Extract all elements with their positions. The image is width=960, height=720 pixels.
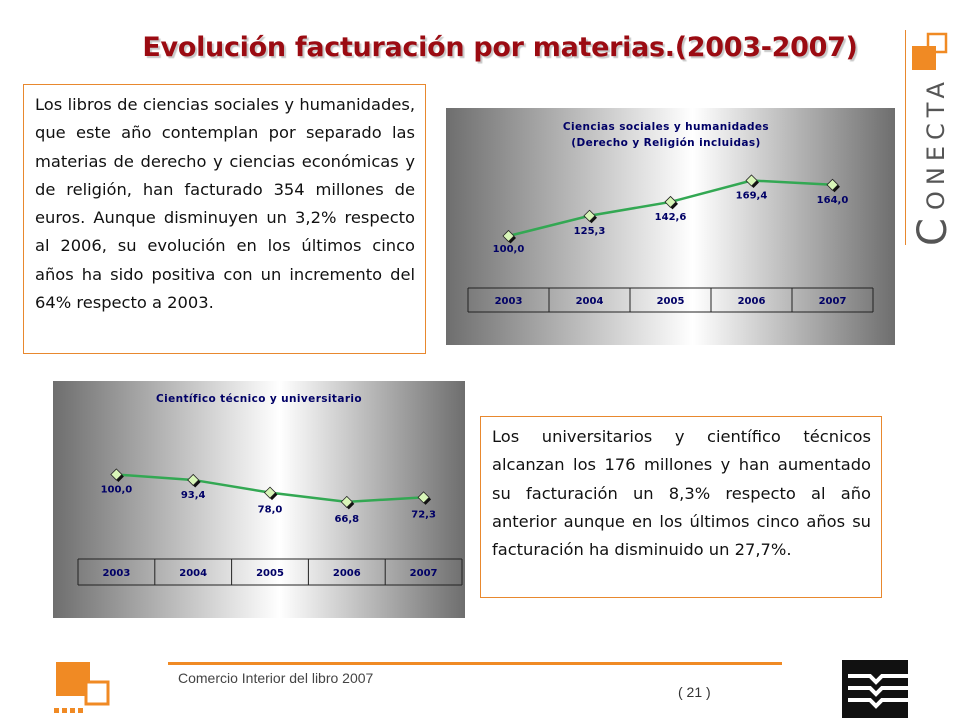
brand-wordmark: C ONECTA	[910, 76, 956, 246]
x-tick-label: 2004	[576, 296, 604, 307]
data-point	[110, 468, 123, 481]
data-point	[583, 209, 596, 222]
publisher-logo	[842, 660, 908, 718]
data-point	[417, 491, 430, 504]
data-label: 100,0	[101, 485, 133, 496]
data-label: 72,3	[411, 509, 436, 520]
x-tick-label: 2007	[410, 568, 438, 579]
x-tick-label: 2004	[179, 568, 207, 579]
page-title: Evolución facturación por materias.(2003…	[142, 32, 858, 63]
brand-letters: ONECTA	[922, 76, 950, 210]
x-tick-label: 2005	[657, 296, 685, 307]
chart-title: Científico técnico y universitario	[156, 393, 362, 405]
chart-subtitle: (Derecho y Religión incluidas)	[571, 137, 761, 149]
data-label: 93,4	[181, 490, 206, 501]
data-label: 66,8	[334, 514, 359, 525]
chart-title: Ciencias sociales y humanidades	[563, 121, 769, 133]
chart-scientific-technical: Científico técnico y universitario 2003 20…	[53, 381, 465, 618]
data-label: 100,0	[493, 244, 525, 255]
data-label: 164,0	[817, 195, 849, 206]
data-label: 142,6	[655, 212, 687, 223]
chart-background	[446, 108, 895, 345]
data-label: 78,0	[258, 505, 283, 516]
brand-divider	[905, 30, 906, 245]
x-tick-label: 2006	[738, 296, 766, 307]
data-point	[745, 174, 758, 187]
x-tick-label: 2003	[102, 568, 130, 579]
data-point	[263, 486, 277, 499]
text-box-scientific-technical: Los universitarios y científico técnicos…	[480, 416, 882, 598]
data-point	[187, 473, 200, 487]
x-tick-label: 2007	[819, 296, 847, 307]
footer-caption: Comercio Interior del libro 2007	[178, 670, 374, 686]
text-box-social-sciences: Los libros de ciencias sociales y humani…	[23, 84, 426, 354]
footer-divider	[168, 662, 782, 665]
brand-square-logo	[912, 32, 948, 70]
data-point	[826, 178, 839, 191]
data-label: 169,4	[736, 190, 768, 201]
data-point	[502, 229, 515, 243]
chart-social-sciences: Ciencias sociales y humanidades (Derecho …	[446, 108, 895, 345]
page-number: ( 21 )	[678, 684, 711, 700]
data-label: 125,3	[574, 226, 606, 237]
x-tick-label: 2006	[333, 568, 361, 579]
data-point	[664, 195, 677, 208]
brand-letter-c: C	[910, 218, 956, 246]
x-tick-label: 2003	[495, 296, 523, 307]
squares-logo	[54, 662, 110, 713]
x-tick-label: 2005	[256, 568, 284, 579]
data-point	[340, 495, 353, 508]
